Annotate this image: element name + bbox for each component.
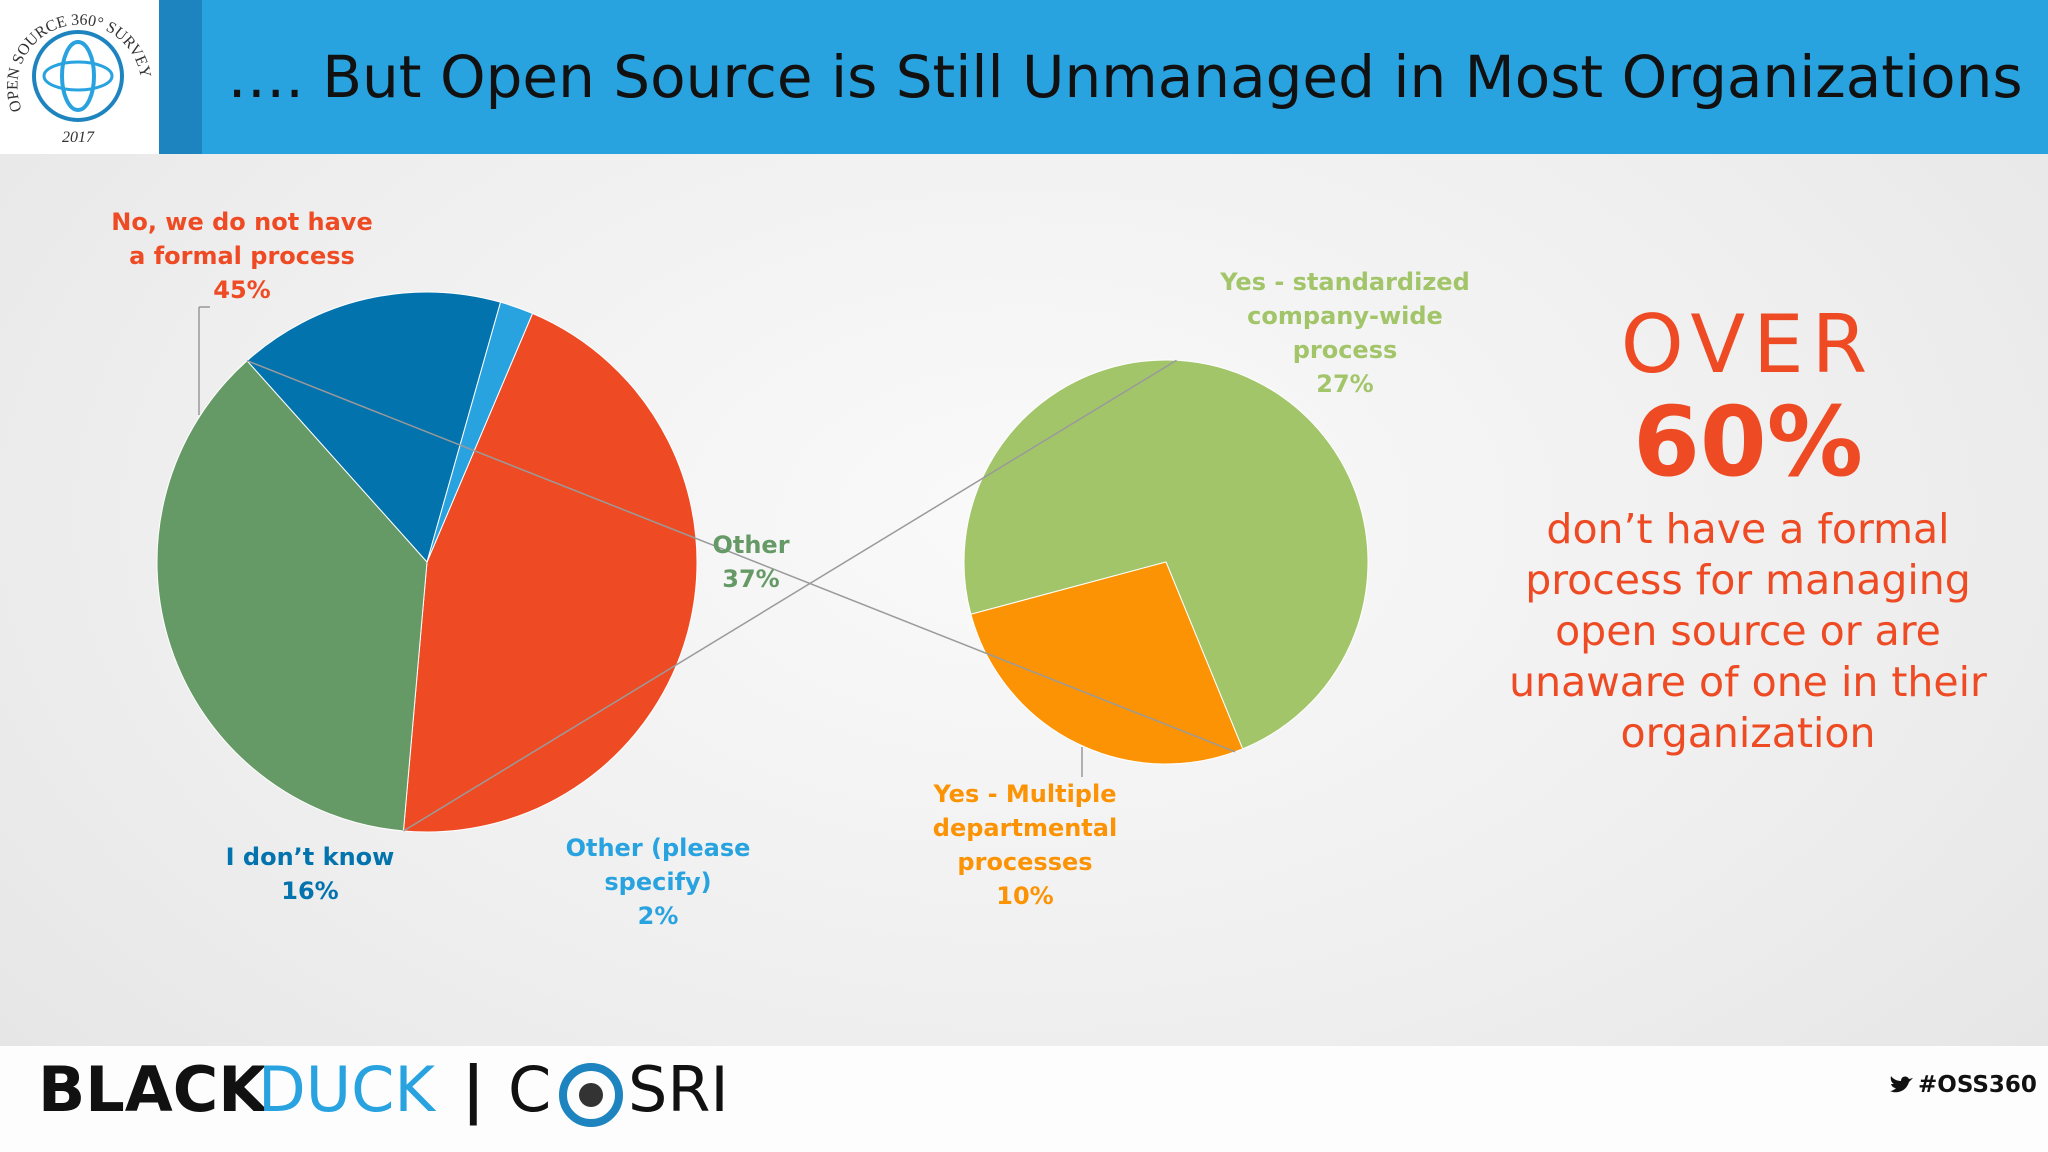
partner-start: C [508,1053,552,1126]
value-label: 10% [996,882,1054,910]
pie-slice [246,291,502,564]
partner-end: SRI [628,1053,729,1126]
footer [0,1046,2048,1152]
header-strip [159,0,202,154]
category-label: Yes - Multiple departmental processes [932,780,1118,876]
category-label: No, we do not have a formal process [111,208,373,270]
category-label: Yes - standardized company-wide process [1220,268,1470,364]
logo-box: OPEN SOURCE 360° SURVEY 2017 [0,0,159,154]
partner-logo-ring [559,1063,623,1127]
hashtag: #OSS360 [1918,1072,2037,1098]
logo-ring [32,30,124,122]
category-label: I don’t know [225,843,395,871]
brand-right: DUCK [258,1053,436,1126]
category-label: Other [712,531,790,559]
pie-slice [156,360,428,832]
slide-title: …. But Open Source is Still Unmanaged in… [227,43,2023,111]
value-label: 45% [213,276,271,304]
pie-of-pie-chart [156,291,1369,833]
twitter-bird [1890,1076,1913,1093]
logo-orbit [60,40,96,112]
value-label: 27% [1316,370,1374,398]
data-label: Other (please specify) 2% [508,831,808,933]
data-label: Yes - standardized company-wide process 2… [1195,265,1495,401]
partner-logo-core [579,1083,603,1107]
callout-text: don’t have a formal process for managing… [1509,505,1987,757]
value-label: 2% [637,902,679,930]
survey-logo: OPEN SOURCE 360° SURVEY 2017 [4,12,154,146]
value-label: 16% [281,877,339,905]
brand-separator: | [462,1053,485,1126]
logo-orbit [42,60,114,92]
logo-year: 2017 [62,129,95,146]
brand-left: BLACK [38,1053,267,1126]
connector-line [246,360,1236,753]
connector-line [403,359,1177,832]
pie-slice [426,301,534,563]
category-label: Other (please specify) [565,834,751,896]
data-label: I don’t know 16% [200,840,420,908]
data-label: Yes - Multiple departmental processes 10% [875,777,1175,913]
data-label: No, we do not have a formal process 45% [100,205,385,307]
data-label: Other 37% [681,528,821,596]
callout-figure: 60% [1633,386,1863,498]
twitter-icon [1890,1076,1913,1093]
callout: OVER 60% don’t have a formal process for… [1498,300,1998,759]
header-bar [0,0,2048,154]
pie-slice [402,312,698,833]
callout-lead: OVER [1620,298,1876,391]
value-label: 37% [722,565,780,593]
partner-logo [559,1063,623,1127]
